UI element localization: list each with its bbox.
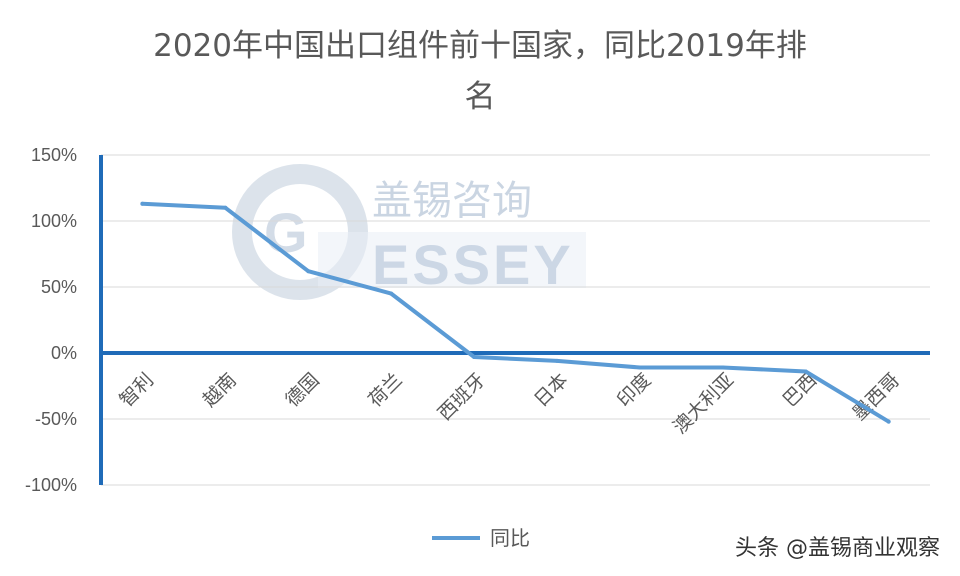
x-tick-label: 越南 <box>198 369 240 411</box>
data-point <box>389 291 394 296</box>
y-tick-label: -50% <box>35 409 77 429</box>
series-group <box>140 201 891 424</box>
data-point <box>886 419 891 424</box>
y-tick-label: 50% <box>41 277 77 297</box>
data-point <box>223 205 228 210</box>
x-tick-label: 印度 <box>613 369 655 411</box>
series-line <box>140 201 891 424</box>
chart-title-line-1: 2020年中国出口组件前十国家，同比2019年排 <box>153 28 807 64</box>
data-point <box>306 269 311 274</box>
y-tick-label: 150% <box>31 145 77 165</box>
x-tick-label: 德国 <box>281 369 323 411</box>
y-tick-label: -100% <box>25 475 77 495</box>
watermark: G 盖锡咨询 ESSEY <box>232 164 586 300</box>
x-tick-label: 日本 <box>530 369 572 411</box>
y-axis-ticks: 150% 100% 50% 0% -50% -100% <box>25 145 77 495</box>
footer-watermark: 头条 @盖锡商业观察 <box>735 536 940 561</box>
data-point <box>555 358 559 363</box>
data-point <box>637 365 642 370</box>
data-point <box>720 365 725 370</box>
x-tick-label: 墨西哥 <box>848 369 904 425</box>
chart-title-line-2: 名 <box>465 79 496 115</box>
y-tick-label: 100% <box>31 211 77 231</box>
watermark-band <box>318 232 586 288</box>
x-axis-categories: 智利 越南 德国 荷兰 西班牙 日本 印度 澳大利亚 巴西 墨西哥 <box>116 369 905 438</box>
x-tick-label: 荷兰 <box>364 369 406 411</box>
watermark-en: ESSEY <box>372 233 574 296</box>
data-point <box>803 369 808 374</box>
x-tick-label: 智利 <box>116 369 158 411</box>
gridlines <box>101 154 930 486</box>
legend-label: 同比 <box>490 526 530 550</box>
data-point <box>472 355 477 359</box>
x-tick-label: 西班牙 <box>434 369 490 425</box>
data-point <box>140 201 145 206</box>
watermark-cn: 盖锡咨询 <box>372 178 532 224</box>
x-tick-label: 澳大利亚 <box>669 369 738 438</box>
legend: 同比 <box>432 526 530 550</box>
y-tick-label: 0% <box>51 343 77 363</box>
